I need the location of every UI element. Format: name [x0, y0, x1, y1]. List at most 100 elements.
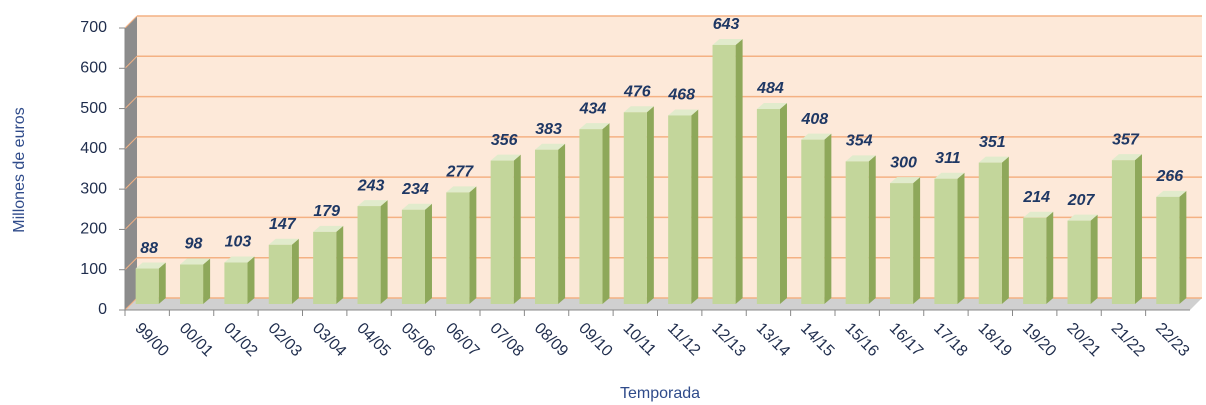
bar: [268, 244, 292, 304]
value-label: 476: [623, 83, 651, 100]
x-axis-label: Temporada: [620, 385, 700, 402]
value-label: 207: [1067, 192, 1096, 209]
value-label: 434: [579, 100, 607, 117]
bar: [668, 115, 692, 304]
bar-top: [934, 172, 965, 179]
x-tick-label: 10/11: [619, 320, 659, 360]
value-label: 214: [1022, 189, 1050, 206]
bar-side: [247, 256, 255, 304]
value-label: 408: [800, 111, 828, 128]
bar-side: [424, 203, 432, 304]
x-tick-label: 03/04: [309, 320, 349, 360]
bar-top: [756, 103, 787, 110]
value-label: 468: [667, 87, 695, 104]
x-tick-label: 15/16: [841, 320, 881, 360]
bar: [180, 264, 204, 304]
value-label: 357: [1112, 131, 1140, 148]
bar-side: [1179, 190, 1187, 304]
value-label: 354: [846, 133, 873, 150]
bar-top: [446, 186, 477, 193]
bar-side: [291, 238, 299, 304]
y-tick-label: 700: [80, 19, 107, 36]
bar-side: [735, 38, 743, 304]
bar: [313, 231, 337, 304]
y-tick-label: 200: [80, 221, 107, 238]
bar: [579, 129, 603, 304]
x-tick-label: 01/02: [220, 320, 260, 360]
x-tick-label: 18/19: [974, 320, 1014, 360]
bar: [756, 109, 780, 304]
x-tick-label: 07/08: [486, 320, 526, 360]
y-axis-label: Millones de euros: [11, 107, 28, 232]
y-tick-label: 500: [80, 100, 107, 117]
bar-top: [668, 109, 699, 116]
value-label: 234: [401, 181, 429, 198]
bar-side: [691, 109, 699, 304]
bar-side: [1001, 156, 1009, 304]
value-label: 484: [756, 80, 784, 97]
bar-top: [890, 177, 921, 184]
x-tick-label: 00/01: [176, 320, 216, 360]
bar-top: [135, 262, 166, 269]
bar: [623, 112, 647, 305]
bar-top: [1111, 154, 1142, 161]
x-tick-label: 04/05: [353, 320, 393, 360]
bar-side: [558, 143, 566, 304]
grid-line-side: [124, 176, 138, 190]
x-tick-label: 09/10: [575, 320, 615, 360]
x-tick-label: 11/12: [664, 320, 704, 360]
floor: [125, 298, 1202, 310]
bar-side: [513, 154, 521, 304]
grid-line-side: [124, 15, 138, 29]
bar-top: [801, 133, 832, 140]
x-tick-label: 21/22: [1108, 320, 1148, 360]
bar-top: [623, 106, 654, 113]
bar-top: [490, 154, 521, 161]
x-tick-label: 99/00: [131, 320, 171, 360]
grid-line-side: [124, 55, 138, 69]
x-tick-label: 05/06: [398, 320, 438, 360]
value-label: 98: [185, 236, 203, 253]
value-label: 277: [445, 164, 474, 181]
grid-line-side: [124, 257, 138, 271]
bar-side: [469, 186, 477, 304]
x-tick-label: 22/23: [1152, 320, 1192, 360]
side-wall: [125, 16, 137, 310]
bar-side: [868, 155, 876, 304]
bar: [490, 160, 514, 304]
value-label: 243: [357, 177, 385, 194]
x-tick-label: 17/18: [930, 320, 970, 360]
value-label: 643: [713, 16, 740, 33]
x-tick-label: 20/21: [1063, 320, 1103, 360]
x-tick-label: 13/14: [753, 320, 793, 360]
bar: [135, 268, 159, 304]
bar-side: [1090, 214, 1098, 304]
bar-top: [535, 143, 566, 150]
bar-top: [1156, 190, 1187, 197]
bar-top: [313, 225, 344, 232]
value-label: 147: [269, 216, 297, 233]
y-tick-label: 0: [98, 301, 107, 318]
bar: [357, 206, 381, 304]
bar: [712, 44, 736, 304]
bar-top: [268, 238, 299, 245]
bar-side: [1046, 211, 1054, 304]
bar: [845, 161, 869, 304]
grid-line-side: [124, 297, 138, 311]
value-label: 351: [979, 134, 1006, 151]
bar-top: [401, 203, 432, 210]
bar: [401, 209, 425, 304]
value-label: 88: [140, 240, 158, 257]
x-tick-label: 02/03: [264, 320, 304, 360]
grid-line-side: [124, 96, 138, 109]
bar-top: [1023, 211, 1054, 218]
bar-side: [646, 106, 654, 305]
bar: [934, 178, 958, 304]
bar-top: [978, 156, 1009, 163]
y-tick-label: 300: [80, 180, 107, 197]
bar: [535, 149, 559, 304]
bar-top: [845, 155, 876, 162]
bar-side: [1134, 154, 1142, 304]
y-tick-label: 400: [80, 140, 107, 157]
